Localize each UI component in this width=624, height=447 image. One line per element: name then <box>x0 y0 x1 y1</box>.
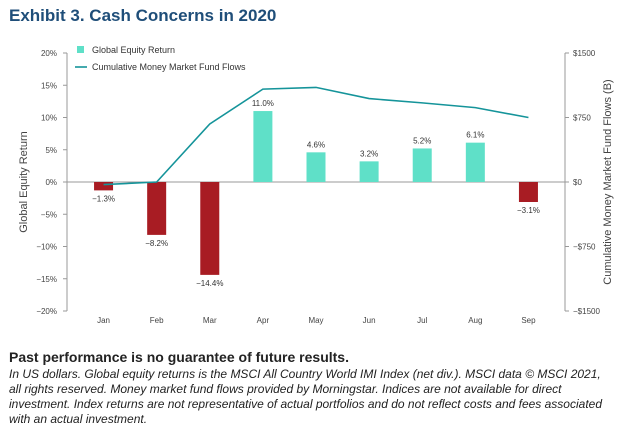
bar <box>94 182 114 191</box>
x-tick-label: Aug <box>468 316 482 325</box>
x-tick-label: Jan <box>97 316 110 325</box>
disclaimer: Past performance is no guarantee of futu… <box>9 349 349 365</box>
bar-value-label: 11.0% <box>252 99 274 108</box>
right-tick-label: $1500 <box>573 49 596 58</box>
bars <box>94 111 538 275</box>
bar-value-label: −8.2% <box>145 239 168 248</box>
legend-bar-label: Global Equity Return <box>92 45 175 55</box>
combo-chart: 20% 15% 10% 5% 0% −5% −10% −15% −20% $1500 $750 $0… <box>18 45 614 325</box>
data-labels: −1.3% −8.2% −14.4% 11.0% 4.6% 3.2% 5.2% 6.1% −3.… <box>92 99 540 288</box>
y2-axis-label: Cumulative Money Market Fund Flows (B) <box>602 79 614 284</box>
bar-value-label: −3.1% <box>517 206 540 215</box>
footnote: In US dollars. Global equity returns is … <box>9 367 603 426</box>
bar-value-label: −14.4% <box>196 279 223 288</box>
bar <box>465 142 485 182</box>
x-tick-label: Apr <box>257 316 270 325</box>
right-tick-label: −$1500 <box>573 307 600 316</box>
bar <box>359 161 379 182</box>
right-tick-label: −$750 <box>573 243 596 252</box>
right-axis-ticks: $1500 $750 $0 −$750 −$1500 <box>565 49 600 316</box>
bar-value-label: 4.6% <box>307 140 325 149</box>
chart-title: Exhibit 3. Cash Concerns in 2020 <box>9 6 277 25</box>
left-tick-label: 5% <box>45 146 57 155</box>
x-tick-label: Jul <box>417 316 427 325</box>
legend: Global Equity Return Cumulative Money Mar… <box>75 45 246 72</box>
left-tick-label: −15% <box>36 275 57 284</box>
left-tick-label: 10% <box>41 114 57 123</box>
left-tick-label: 15% <box>41 81 57 90</box>
left-tick-label: 0% <box>45 178 57 187</box>
left-tick-label: −10% <box>36 243 57 252</box>
footer: Past performance is no guarantee of futu… <box>9 349 615 427</box>
left-axis-ticks: 20% 15% 10% 5% 0% −5% −10% −15% −20% <box>36 49 67 316</box>
bar-value-label: −1.3% <box>92 194 115 203</box>
bar <box>412 148 432 182</box>
right-tick-label: $750 <box>573 114 591 123</box>
bar <box>518 182 538 202</box>
bar-value-label: 6.1% <box>466 131 484 140</box>
x-tick-label: Jun <box>363 316 376 325</box>
flow-line <box>103 86 529 186</box>
x-tick-label: May <box>308 316 323 325</box>
left-tick-label: 20% <box>41 49 57 58</box>
bar-value-label: 3.2% <box>360 149 378 158</box>
left-tick-label: −20% <box>36 307 57 316</box>
x-tick-label: Feb <box>150 316 164 325</box>
bar <box>147 182 167 235</box>
right-tick-label: $0 <box>573 178 582 187</box>
legend-line-label: Cumulative Money Market Fund Flows <box>92 62 246 72</box>
legend-bar-swatch <box>77 46 84 53</box>
y-axis-label: Global Equity Return <box>18 131 30 233</box>
bar <box>306 152 326 182</box>
bar <box>253 111 273 182</box>
flow-line-path <box>103 86 529 186</box>
bar <box>200 182 220 275</box>
x-tick-label: Mar <box>203 316 217 325</box>
left-tick-label: −5% <box>41 210 57 219</box>
x-axis-ticks: Jan Feb Mar Apr May Jun Jul Aug Sep <box>97 316 536 325</box>
x-tick-label: Sep <box>521 316 536 325</box>
bar-value-label: 5.2% <box>413 136 431 145</box>
